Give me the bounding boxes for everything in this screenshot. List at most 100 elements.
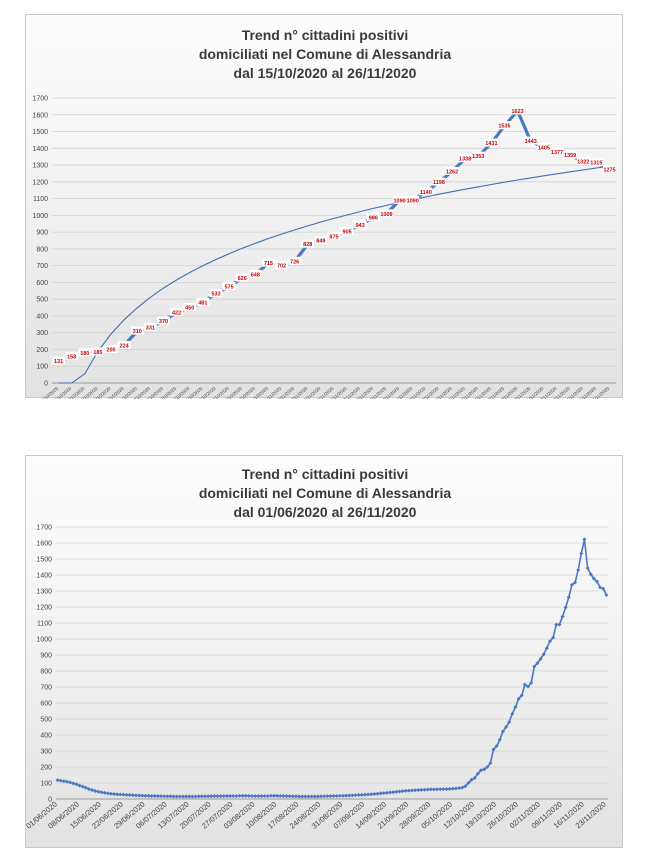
data-label-box bbox=[471, 151, 485, 160]
data-label-box bbox=[379, 209, 393, 218]
trendline bbox=[58, 165, 610, 384]
series-positives bbox=[55, 537, 609, 799]
data-point bbox=[196, 794, 201, 799]
data-point bbox=[585, 566, 590, 571]
data-point bbox=[472, 776, 477, 781]
data-label-box bbox=[327, 231, 341, 240]
data-point bbox=[507, 720, 512, 725]
data-point bbox=[234, 793, 239, 798]
data-point bbox=[340, 793, 345, 798]
data-label: 481 bbox=[198, 300, 207, 306]
data-label: 1443 bbox=[525, 139, 537, 145]
data-label-box bbox=[261, 258, 275, 267]
data-point bbox=[174, 794, 179, 799]
data-point bbox=[77, 783, 82, 788]
data-point bbox=[278, 793, 283, 798]
data-label-box bbox=[511, 106, 525, 115]
data-label-box bbox=[222, 282, 236, 291]
grid-lines bbox=[52, 97, 616, 384]
data-point bbox=[535, 661, 540, 666]
data-point bbox=[573, 580, 578, 585]
y-tick-label: 300 bbox=[36, 330, 48, 337]
data-label-box bbox=[484, 138, 498, 147]
data-label: 1198 bbox=[433, 180, 445, 186]
data-point bbox=[209, 794, 214, 799]
data-point bbox=[500, 729, 505, 734]
data-label-box bbox=[65, 352, 79, 361]
y-tick-label: 400 bbox=[36, 313, 48, 320]
data-point bbox=[566, 595, 571, 600]
data-point bbox=[384, 790, 389, 795]
data-label: 575 bbox=[224, 285, 233, 291]
data-point bbox=[61, 779, 66, 784]
data-point bbox=[344, 793, 349, 798]
data-point bbox=[516, 696, 521, 701]
x-axis-ticks: 15/10/202016/10/202017/10/202018/10/2020… bbox=[38, 386, 610, 399]
data-point bbox=[598, 585, 603, 590]
y-tick-label: 200 bbox=[36, 347, 48, 354]
y-tick-label: 700 bbox=[36, 263, 48, 270]
data-label-box bbox=[432, 177, 446, 186]
data-point bbox=[322, 794, 327, 799]
data-point bbox=[250, 793, 255, 798]
data-label: 331 bbox=[146, 326, 155, 332]
data-point bbox=[149, 793, 154, 798]
y-tick-label: 800 bbox=[36, 246, 48, 253]
data-point bbox=[121, 792, 126, 797]
data-label-box bbox=[143, 323, 157, 332]
data-point bbox=[513, 705, 518, 709]
data-label: 986 bbox=[369, 216, 378, 222]
data-label-box bbox=[156, 316, 170, 325]
data-point bbox=[547, 639, 552, 644]
data-point bbox=[538, 657, 543, 661]
data-point bbox=[290, 794, 295, 799]
data-point bbox=[460, 785, 465, 790]
data-point bbox=[595, 579, 600, 584]
data-point bbox=[601, 586, 606, 591]
data-point bbox=[372, 792, 377, 797]
data-point bbox=[71, 781, 76, 786]
data-point bbox=[438, 787, 443, 792]
data-point bbox=[557, 622, 562, 627]
data-label: 1377 bbox=[551, 150, 563, 156]
data-point bbox=[312, 794, 317, 799]
data-label: 1623 bbox=[512, 109, 524, 115]
y-tick-label: 1500 bbox=[36, 557, 52, 564]
data-label: 131 bbox=[54, 359, 63, 365]
data-label-box bbox=[235, 273, 249, 282]
data-point bbox=[287, 794, 292, 799]
data-point bbox=[604, 593, 609, 597]
data-label-box bbox=[445, 166, 459, 175]
data-label-box bbox=[196, 297, 210, 306]
data-point bbox=[281, 793, 286, 798]
data-point bbox=[551, 635, 556, 640]
data-point bbox=[475, 771, 480, 776]
data-point bbox=[369, 792, 374, 797]
data-point bbox=[319, 794, 324, 799]
data-label-box bbox=[524, 136, 538, 145]
data-point bbox=[403, 788, 408, 793]
y-tick-label: 900 bbox=[40, 653, 52, 660]
data-point bbox=[221, 794, 226, 799]
data-point bbox=[259, 794, 264, 799]
data-point bbox=[409, 788, 414, 793]
y-tick-label: 500 bbox=[40, 717, 52, 724]
data-point bbox=[293, 794, 298, 799]
data-point bbox=[93, 789, 98, 793]
data-point bbox=[265, 793, 270, 798]
data-point bbox=[140, 793, 145, 798]
y-tick-label: 1700 bbox=[32, 96, 48, 103]
y-tick-label: 1100 bbox=[37, 621, 52, 628]
data-point bbox=[271, 793, 276, 798]
data-label-box bbox=[170, 307, 184, 316]
data-point bbox=[334, 793, 339, 798]
data-point bbox=[243, 793, 248, 798]
y-tick-label: 1200 bbox=[36, 605, 52, 612]
data-point bbox=[127, 793, 132, 797]
data-point bbox=[582, 537, 587, 542]
data-point bbox=[228, 793, 233, 798]
data-point bbox=[532, 664, 537, 669]
chart-title-line-1: Trend n° cittadini positivi bbox=[242, 27, 409, 43]
data-point bbox=[115, 792, 120, 797]
data-point bbox=[378, 791, 383, 796]
